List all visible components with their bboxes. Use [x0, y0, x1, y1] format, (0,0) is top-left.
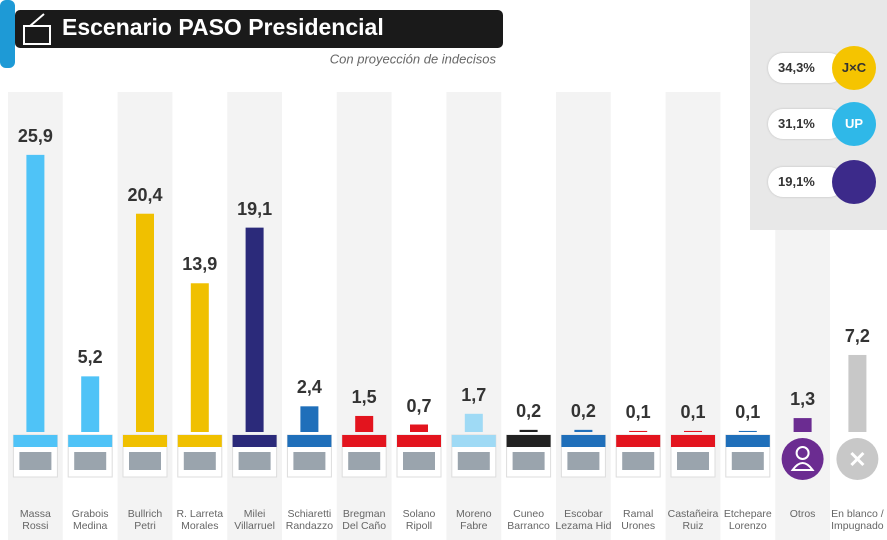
bar [848, 354, 867, 432]
ballot-photo [512, 452, 545, 470]
ballot-header [397, 435, 441, 447]
accent-tab [0, 0, 15, 68]
chart-title: Escenario PASO Presidencial [62, 14, 384, 40]
party-value: 34,3% [768, 53, 844, 83]
value-label: 0,1 [735, 401, 761, 422]
x-tick-label: Etchepare Lorenzo [723, 508, 772, 532]
bar [355, 415, 374, 432]
value-label: 0,7 [406, 395, 432, 416]
value-label: 19,1 [237, 198, 273, 219]
bar [81, 376, 100, 432]
bar [190, 283, 209, 432]
ballot-header [616, 435, 661, 447]
bar [574, 429, 593, 432]
value-label: 25,9 [17, 125, 53, 146]
bar [245, 227, 264, 432]
x-tick-label: Ramal Urones [621, 508, 656, 532]
party-logo [832, 160, 876, 204]
x-tick-label: Bregman Del Caño [342, 508, 387, 532]
ballot-header [232, 435, 277, 447]
bar [410, 424, 428, 432]
x-icon [850, 451, 865, 467]
x-tick-label: Moreno Fabre [455, 508, 492, 532]
party-logo: UP [832, 102, 876, 146]
ballot-header [506, 435, 551, 447]
x-tick-label: Bullrich Petri [127, 508, 163, 532]
value-label: 0,1 [680, 401, 706, 422]
party-value: 19,1% [768, 167, 844, 197]
bar [793, 418, 812, 432]
ballot-photo [74, 452, 107, 470]
value-label: 1,5 [351, 386, 377, 407]
party-logo: J×C [832, 46, 876, 90]
ballot-header [725, 435, 770, 447]
value-label: 0,2 [516, 400, 542, 421]
value-label: 1,3 [790, 389, 816, 410]
bar [738, 430, 757, 432]
ballot-photo [622, 452, 655, 470]
bar [464, 413, 483, 432]
bar [684, 430, 702, 432]
ballot-header [68, 435, 113, 447]
ballot-photo [19, 452, 52, 470]
x-tick-label: Schiaretti Randazzo [285, 508, 334, 532]
ballot-photo [731, 452, 764, 470]
ballot-photo [129, 452, 161, 470]
person-head [795, 446, 810, 460]
ballot-photo [238, 452, 271, 470]
x-tick-label: Castañeira Ruiz [667, 508, 719, 532]
ballot-header [561, 435, 606, 447]
x-tick-label: Cuneo Barranco [507, 508, 550, 532]
bar [136, 213, 154, 432]
x-tick-label: R. Larreta Morales [176, 508, 224, 532]
x-tick-label: Solano Ripoll [402, 508, 436, 532]
x-tick-label: Escobar Lezama Hid [555, 508, 612, 532]
ballot-photo [677, 452, 709, 470]
ballot-photo [567, 452, 600, 470]
value-label: 0,1 [625, 401, 651, 422]
ballot-header [287, 435, 332, 447]
party-value: 31,1% [768, 109, 844, 139]
ballot-photo [183, 452, 216, 470]
ballot-header [342, 435, 387, 447]
bar [519, 429, 538, 432]
person-body [790, 462, 815, 471]
ballot-header [123, 435, 167, 447]
ballot-icon [23, 13, 51, 45]
x-tick-label: En blanco / Impugnado [831, 508, 884, 532]
ballot-photo [348, 452, 381, 470]
ballot-photo [403, 452, 435, 470]
ballot-header [451, 435, 496, 447]
x-tick-label: Grabois Medina [71, 508, 109, 532]
value-label: 1,7 [461, 384, 487, 405]
value-label: 20,4 [127, 184, 163, 205]
ballot-photo [293, 452, 326, 470]
bar [629, 430, 648, 432]
ballot-photo [457, 452, 490, 470]
value-label: 2,4 [296, 377, 322, 398]
value-label: 7,2 [844, 325, 870, 346]
value-label: 13,9 [182, 254, 218, 275]
value-label: 5,2 [77, 347, 103, 368]
ballot-header [13, 435, 58, 447]
chart-subtitle: Con proyección de indecisos [330, 51, 497, 66]
ballot-header [671, 435, 715, 447]
x-tick-label: Milei Villarruel [234, 508, 275, 532]
ballot-header [177, 435, 222, 447]
x-tick-label: Otros [789, 508, 816, 520]
x-tick-label: Massa Rossi [19, 508, 51, 532]
value-label: 0,2 [570, 400, 596, 421]
bar [26, 154, 45, 432]
bar [300, 406, 319, 432]
title-banner [15, 10, 503, 48]
